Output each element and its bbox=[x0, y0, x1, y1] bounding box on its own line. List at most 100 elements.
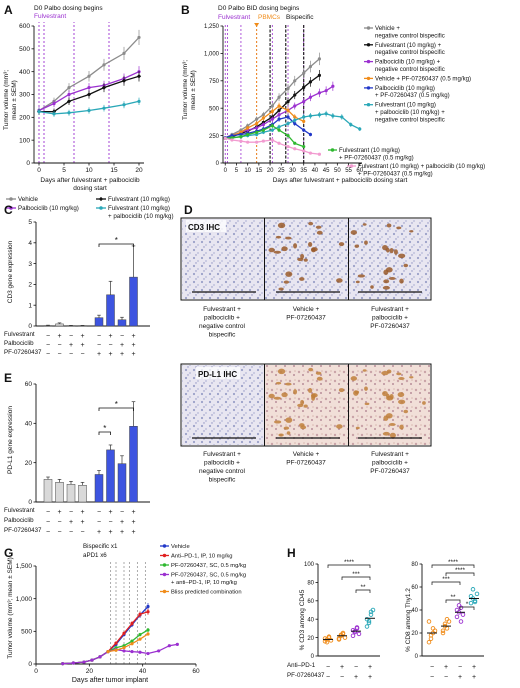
panel-h-right-point bbox=[474, 591, 480, 597]
panel-e-sign: − bbox=[69, 509, 73, 516]
ihc-pdl1-positive-region bbox=[274, 420, 282, 424]
panel-a-ytick-label: 100 bbox=[19, 137, 30, 144]
legend-a-fulv-marker bbox=[98, 196, 104, 202]
panel-b-series-6-point bbox=[286, 134, 290, 138]
panel-c-sign: + bbox=[108, 351, 112, 358]
panel-c-sign: − bbox=[57, 342, 61, 349]
ihc-pdl1-positive-region bbox=[308, 367, 314, 372]
ihc-pdl1-positive-region bbox=[283, 426, 290, 430]
panel-e-ytick-label: 20 bbox=[25, 460, 33, 467]
panel-b-series-1-point bbox=[293, 93, 297, 97]
panel-a-header-palbo: D0 Palbo dosing begins bbox=[34, 5, 103, 12]
ihc-pdl1-positive-region bbox=[362, 369, 367, 372]
legend-b-entry-5: Fulvestrant (10 mg/kg) bbox=[375, 102, 436, 109]
panel-e-sign: − bbox=[120, 509, 124, 516]
panel-b-series-3-point bbox=[239, 130, 243, 134]
panel-b-series-5-point bbox=[286, 121, 290, 126]
ihc-cd3-positive-cell bbox=[285, 271, 293, 277]
panel-d: D CD3 IHC Fulvestrant +palbociclib +nega… bbox=[180, 203, 432, 339]
panel-a-series-1-point bbox=[87, 86, 91, 90]
ihc-pdl1-positive-region bbox=[297, 403, 304, 408]
ihc-cd3-positive-cell bbox=[281, 246, 288, 252]
panel-h-right-sig-bracket bbox=[459, 606, 475, 610]
panel-h-ylabel-right: % CD8 among Thy1.2 bbox=[405, 588, 412, 652]
legend-g-marker-3 bbox=[162, 572, 167, 577]
panel-c-sign: + bbox=[97, 351, 101, 358]
panel-b-xtick-label: 55 bbox=[345, 168, 352, 174]
panel-h-right-point bbox=[454, 607, 460, 613]
panel-h: H % CD3 among CD45 % CD8 among Thy1.2 0 2… bbox=[287, 546, 484, 681]
panel-f-frame bbox=[180, 363, 432, 447]
legend-a-palbo: Palbociclib (10 mg/kg) bbox=[18, 205, 79, 212]
legend-b-marker-0 bbox=[366, 26, 371, 30]
ihc-pdl1-positive-region bbox=[303, 404, 308, 408]
panel-g-series-2-line bbox=[62, 629, 149, 665]
panel-h-right-point bbox=[428, 636, 434, 642]
panel-h-right-sig-bracket bbox=[431, 581, 461, 585]
panel-c-sign: − bbox=[120, 333, 124, 340]
legend-b-entry-5: negative control bispecific bbox=[375, 116, 445, 123]
panel-g-series-4-point bbox=[122, 646, 126, 650]
panel-b-ytick-label: 750 bbox=[209, 79, 220, 85]
panel-a-xlabel-2: dosing start bbox=[73, 185, 107, 192]
ihc-cd3-positive-cell bbox=[403, 263, 409, 268]
panel-b-xtick-label: 40 bbox=[312, 168, 319, 174]
panel-d-caption-2: Vehicle + bbox=[293, 306, 320, 313]
panel-c-sign: + bbox=[120, 342, 124, 349]
panel-g-xtick-label: 40 bbox=[139, 668, 147, 675]
panel-f-caption-2: PF-07260437 bbox=[286, 460, 326, 467]
panel-c-row-fulvestrant: Fulvestrant bbox=[4, 331, 35, 338]
panel-h-left-ytick-label: 100 bbox=[304, 562, 315, 568]
panel-a-series-0-point bbox=[87, 74, 91, 78]
panel-e-sign: + bbox=[108, 529, 112, 536]
panel-c-sign: − bbox=[80, 351, 84, 358]
panel-b-series-2-point bbox=[317, 91, 322, 95]
panel-g-series-1-point bbox=[130, 621, 134, 626]
panel-e-sign: + bbox=[131, 509, 135, 516]
panel-b-series-3-point bbox=[277, 104, 281, 108]
panel-g-series-4-point bbox=[130, 642, 134, 646]
panel-h-left-sign: + bbox=[354, 674, 358, 681]
panel-a-series-3-point bbox=[67, 111, 71, 115]
panel-h-right-sign: − bbox=[430, 674, 434, 681]
panel-h-left-ytick-label: 80 bbox=[307, 581, 314, 587]
legend-g-marker-1 bbox=[162, 553, 167, 558]
panel-b-series-6-point bbox=[270, 124, 274, 128]
ihc-pdl1-positive-region bbox=[275, 381, 282, 385]
ihc-pdl1-positive-region bbox=[281, 392, 288, 398]
panel-b-series-5-point bbox=[308, 114, 313, 118]
panel-b-header-palbo: D0 Palbo BID dosing begins bbox=[218, 5, 300, 12]
panel-c-sign: + bbox=[131, 351, 135, 358]
panel-e-row-fulvestrant: Fulvestrant bbox=[4, 507, 35, 514]
ihc-cd3-positive-cell bbox=[389, 248, 394, 254]
panel-b-series-5-point bbox=[255, 132, 259, 137]
panel-b-series-3-point bbox=[246, 126, 250, 130]
panel-a: A D0 Palbo dosing begins Fulvestrant Tum… bbox=[3, 3, 174, 220]
ihc-cd3-positive-cell bbox=[393, 249, 398, 255]
ihc-cd3-positive-cell bbox=[354, 244, 360, 248]
ihc-pdl1-positive-region bbox=[409, 376, 414, 379]
panel-d-caption-3: palbociclib + bbox=[372, 315, 408, 322]
ihc-pdl1-positive-region bbox=[364, 386, 368, 391]
panel-c-ytick-label: 5 bbox=[28, 219, 32, 226]
panel-g-series-3-point bbox=[167, 644, 171, 648]
panel-b-series-5-point bbox=[340, 115, 344, 119]
ihc-cd3-positive-cell bbox=[311, 247, 318, 252]
ihc-pdl1-positive-region bbox=[268, 393, 275, 399]
panel-e-ytick-label: 0 bbox=[28, 499, 32, 506]
ihc-pdl1-positive-region bbox=[300, 425, 307, 430]
panel-b-line-chart: 0 250 500 750 1,000 1,250 0 5 10 15 20 25 30 35 40 45 50… bbox=[204, 23, 364, 174]
legend-b-marker-2 bbox=[366, 59, 371, 64]
panel-h-right-point bbox=[426, 639, 432, 645]
panel-a-xtick-label: 15 bbox=[110, 167, 118, 174]
panel-b-xtick-label: 35 bbox=[300, 168, 307, 174]
panel-g-series-1-point bbox=[138, 612, 142, 616]
panel-g-series-4-point bbox=[146, 632, 150, 636]
panel-h-left-point bbox=[342, 635, 348, 640]
panel-g-series-1-point bbox=[114, 641, 118, 645]
ihc-pdl1-positive-region bbox=[350, 376, 358, 381]
panel-e-sign: − bbox=[57, 529, 61, 536]
ihc-pdl1-positive-region bbox=[336, 424, 343, 429]
panel-g-series-3-point bbox=[71, 661, 75, 665]
panel-g-series-1-point bbox=[122, 631, 126, 635]
